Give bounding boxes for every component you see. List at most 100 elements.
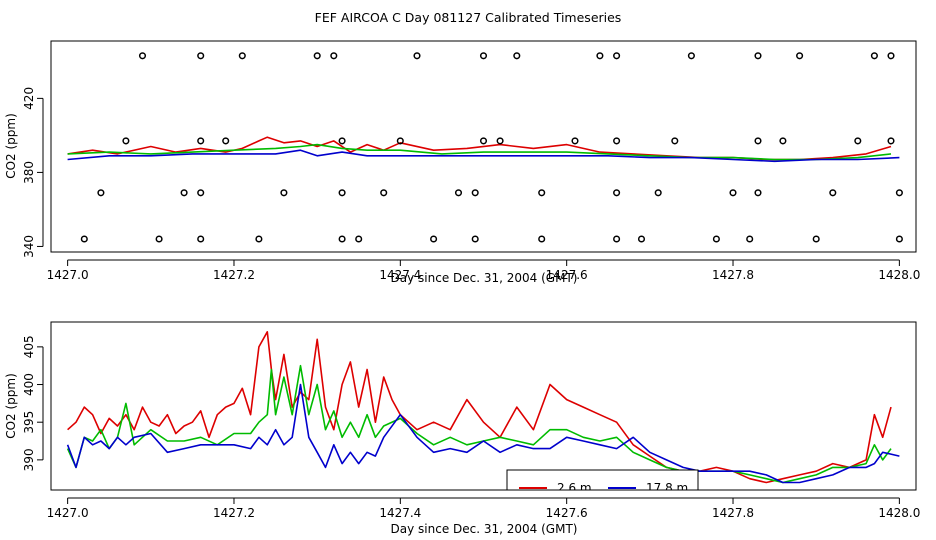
top-marker-circle (829, 189, 837, 197)
top-marker-circle (746, 235, 754, 243)
top-series-green (67, 143, 892, 161)
top-y-tick-label: 340 (22, 235, 36, 258)
top-marker-circle (380, 189, 388, 197)
top-marker-circle (355, 235, 363, 243)
top-marker-circle (313, 52, 321, 60)
top-marker-circle (870, 52, 878, 60)
top-marker-circle (180, 189, 188, 197)
top-marker-circle (637, 235, 646, 243)
bottom-series-2-6-m (67, 330, 892, 484)
top-plot-area (67, 52, 903, 243)
top-marker-circle (613, 137, 621, 145)
top-marker-circle (596, 52, 604, 60)
top-marker-circle (430, 235, 438, 243)
top-marker-circle (687, 52, 695, 60)
top-x-tick-label: 1428.0 (878, 268, 920, 282)
top-x-axis: 1427.0 1427.2 1427.4 1427.6 1427.8 1428.0 (47, 259, 920, 282)
top-marker-circle (338, 137, 346, 145)
top-y-axis-label: CO2 (ppm) (4, 113, 18, 179)
bottom-x-tick-label: 1427.4 (379, 506, 421, 520)
top-marker-circle (238, 52, 246, 60)
top-series-blue (67, 149, 900, 163)
top-marker-circle (613, 52, 621, 60)
top-plot-frame (50, 40, 917, 253)
top-marker-circle (538, 189, 546, 197)
top-marker-circle (197, 52, 205, 60)
top-marker-circle (513, 52, 521, 60)
top-marker-circle (330, 52, 338, 60)
top-y-tick-label: 380 (22, 161, 36, 184)
bottom-series-17-8-m (66, 383, 900, 484)
top-marker-circle (613, 189, 621, 197)
top-marker-circle (895, 235, 903, 243)
top-marker-circle (754, 52, 762, 60)
bottom-series-green (66, 364, 892, 484)
top-marker-circle (122, 137, 130, 145)
bottom-y-axis-label: CO2 (ppm) (4, 373, 18, 439)
legend-label-blue: 17.8 m (646, 481, 688, 495)
top-marker-circle (479, 137, 488, 145)
bottom-x-tick-label: 1427.8 (712, 506, 754, 520)
bottom-y-tick-label: 405 (22, 335, 36, 358)
legend-box (506, 469, 699, 490)
bottom-series-lines (66, 330, 900, 484)
bottom-plot-frame (50, 321, 917, 491)
top-marker-circle (754, 137, 762, 145)
bottom-y-axis: 390 395 400 405 (22, 335, 44, 471)
figure-title: FEF AIRCOA C Day 081127 Calibrated Times… (315, 10, 622, 25)
top-marker-circle (280, 189, 288, 197)
top-marker-circle (754, 189, 762, 197)
top-marker-circle (779, 137, 787, 145)
top-marker-circle (255, 235, 263, 243)
top-x-tick-label: 1427.8 (712, 268, 754, 282)
top-x-tick-label: 1427.4 (379, 268, 421, 282)
top-marker-circle (812, 235, 820, 243)
bottom-plot-area: 2.6 m 17.8 m (66, 330, 900, 495)
top-marker-circle (138, 52, 147, 60)
bottom-y-tick-label: 390 (22, 448, 36, 471)
top-y-axis: 340 380 420 (22, 87, 44, 258)
top-marker-circle (571, 137, 579, 145)
top-x-axis-label: Day since Dec. 31, 2004 (GMT) (391, 271, 578, 285)
top-x-tick-label: 1427.6 (546, 268, 588, 282)
legend-label-red: 2.6 m (557, 481, 592, 495)
bottom-x-tick-label: 1427.2 (213, 506, 255, 520)
top-marker-circle (471, 189, 479, 197)
top-marker-circle (671, 137, 679, 145)
top-marker-circle (729, 189, 737, 197)
top-marker-circle (155, 235, 163, 243)
top-markers (80, 52, 903, 243)
bottom-y-tick-label: 395 (22, 411, 36, 434)
top-y-tick-label: 420 (22, 87, 36, 110)
top-marker-circle (895, 189, 903, 197)
top-marker-circle (854, 137, 862, 145)
top-marker-circle (654, 189, 662, 197)
top-series-lines (67, 136, 900, 163)
top-marker-circle (222, 137, 230, 145)
top-marker-circle (80, 235, 88, 243)
top-marker-circle (338, 235, 346, 243)
bottom-x-tick-label: 1427.6 (546, 506, 588, 520)
bottom-x-axis-label: Day since Dec. 31, 2004 (GMT) (391, 522, 578, 536)
bottom-x-axis: 1427.0 1427.2 1427.4 1427.6 1427.8 1428.0 (47, 497, 920, 520)
top-marker-circle (413, 52, 421, 60)
top-marker-circle (197, 189, 205, 197)
top-marker-circle (197, 137, 205, 145)
top-marker-circle (496, 137, 504, 145)
top-marker-circle (338, 189, 346, 197)
bottom-x-tick-label: 1428.0 (878, 506, 920, 520)
legend: 2.6 m 17.8 m (506, 469, 699, 495)
top-marker-circle (97, 189, 105, 197)
bottom-y-tick-label: 400 (22, 373, 36, 396)
top-marker-circle (471, 235, 479, 243)
top-marker-circle (796, 52, 804, 60)
top-marker-circle (479, 52, 488, 60)
top-marker-circle (454, 189, 463, 197)
top-marker-circle (613, 235, 621, 243)
top-x-tick-label: 1427.0 (47, 268, 89, 282)
top-marker-circle (887, 52, 895, 60)
top-marker-circle (887, 137, 895, 145)
bottom-x-tick-label: 1427.0 (47, 506, 89, 520)
top-marker-circle (396, 137, 404, 145)
